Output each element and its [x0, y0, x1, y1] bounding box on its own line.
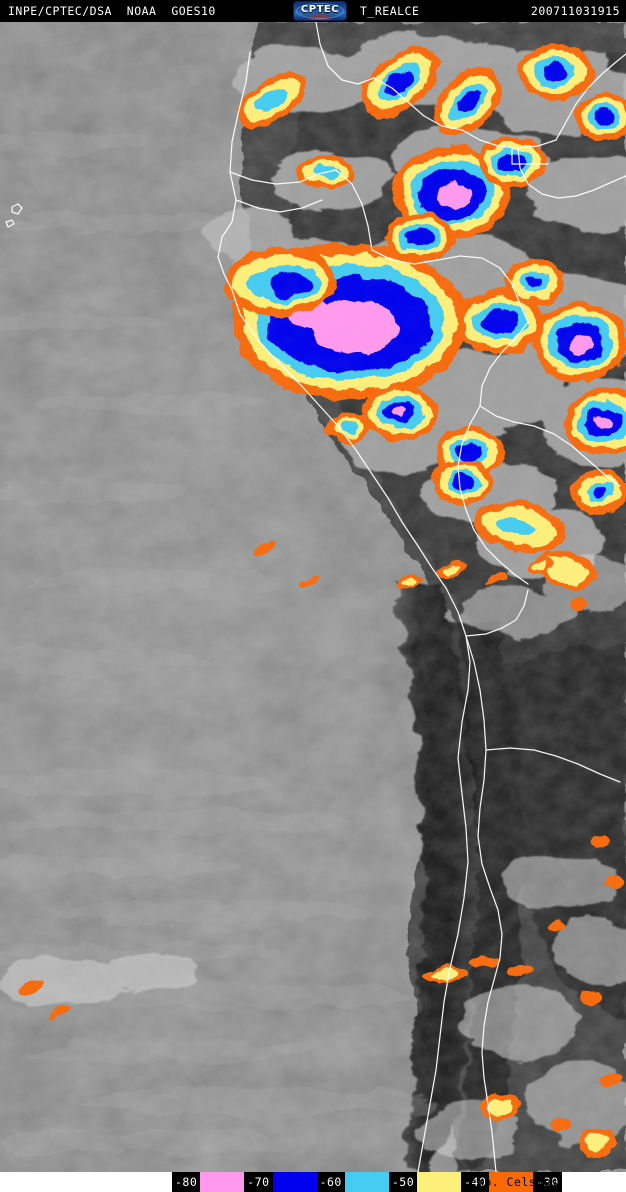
legend-swatch-yellow	[417, 1172, 462, 1192]
legend-swatch-orange	[489, 1172, 534, 1192]
legend-swatch-blue	[272, 1172, 317, 1192]
legend-tick--50: -50	[388, 1172, 418, 1192]
satellite-raster	[0, 22, 626, 1172]
satellite-image-canvas	[0, 22, 626, 1172]
header-bar: INPE/CPTEC/DSA NOAA GOES10 CPTEC T_REALC…	[0, 0, 626, 22]
legend-tick--80: -80	[172, 1172, 201, 1192]
legend-units-label: Temp. Celsius	[462, 1175, 559, 1189]
logo-ring-icon	[296, 3, 344, 19]
header-timestamp-label: 200711031915	[530, 4, 620, 18]
color-legend: -80 -70 -60 -50 -40 -30 Temp. Celsius	[0, 1172, 626, 1192]
legend-tick--60: -60	[316, 1172, 345, 1192]
legend-tick--70: -70	[244, 1172, 273, 1192]
header-agency-label: INPE/CPTEC/DSA NOAA GOES10	[8, 4, 216, 18]
legend-swatch-pink	[200, 1172, 245, 1192]
header-product-label: T_REALCE	[360, 4, 420, 18]
legend-tick--30: -30	[533, 1172, 562, 1192]
cptec-logo: CPTEC	[293, 1, 347, 21]
legend-swatch-cyan	[344, 1172, 389, 1192]
logo-wordmark: CPTEC	[300, 4, 340, 15]
legend-tick--40: -40	[461, 1172, 490, 1192]
legend-scale: -80 -70 -60 -50 -40 -30	[172, 1172, 562, 1192]
